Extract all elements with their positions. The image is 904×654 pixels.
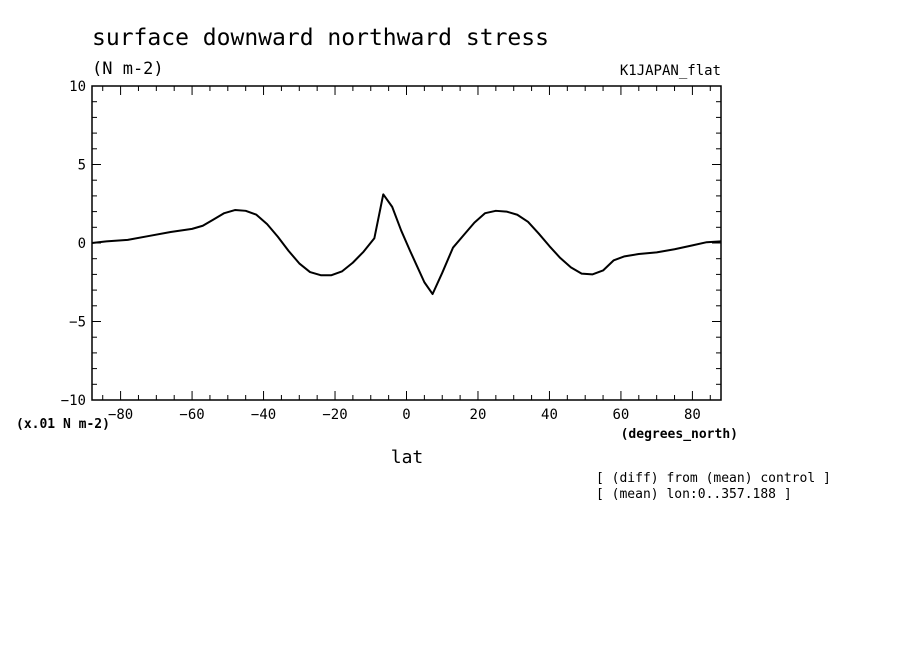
x-tick-label: −80 xyxy=(108,407,133,423)
dataset-label: K1JAPAN_flat xyxy=(620,63,721,79)
scale-note: (x.01 N m-2) xyxy=(16,417,110,432)
x-tick-label: 0 xyxy=(402,407,410,423)
mean-note: [ (mean) lon:0..357.188 ] xyxy=(596,487,792,502)
x-axis-units: (degrees_north) xyxy=(621,427,738,442)
series-line xyxy=(91,193,722,296)
y-tick-label: −10 xyxy=(61,393,86,409)
x-tick-label: 20 xyxy=(470,407,487,423)
x-axis-label: lat xyxy=(391,447,424,468)
x-tick-label: 40 xyxy=(541,407,558,423)
diff-note: [ (diff) from (mean) control ] xyxy=(596,471,831,486)
y-tick-label: −5 xyxy=(69,315,86,331)
x-tick-labels: −80 −60 −40 −20 0 20 40 60 80 xyxy=(108,407,701,423)
axis-ticks xyxy=(92,85,721,401)
y-tick-label: 0 xyxy=(78,236,86,252)
x-tick-label: −60 xyxy=(179,407,204,423)
x-tick-label: −40 xyxy=(251,407,276,423)
y-tick-labels: −10 −5 0 5 10 xyxy=(61,79,86,409)
y-tick-label: 5 xyxy=(78,158,86,174)
x-tick-label: −20 xyxy=(322,407,347,423)
x-tick-label: 80 xyxy=(684,407,701,423)
chart-units: (N m-2) xyxy=(92,59,164,79)
x-tick-label: 60 xyxy=(613,407,630,423)
chart-title: surface downward northward stress xyxy=(92,25,549,51)
y-tick-label: 10 xyxy=(69,79,86,95)
